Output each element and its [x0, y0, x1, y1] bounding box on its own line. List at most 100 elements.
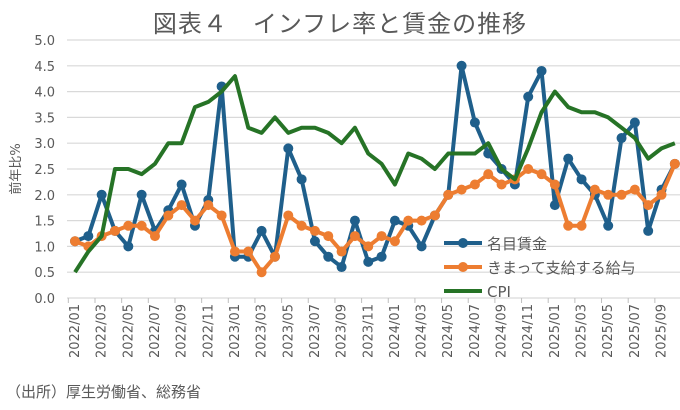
- data-point-1: [109, 225, 120, 236]
- data-point-1: [483, 169, 494, 180]
- x-tick-label: 2024/05: [441, 304, 456, 358]
- data-point-1: [403, 215, 414, 226]
- legend-label-2: CPI: [487, 283, 511, 301]
- data-point-0: [336, 262, 347, 273]
- y-tick-label: 4.5: [34, 60, 55, 75]
- data-point-1: [136, 220, 147, 231]
- data-point-0: [256, 225, 267, 236]
- x-tick-label: 2022/07: [148, 304, 163, 358]
- data-point-0: [469, 117, 480, 128]
- data-point-1: [376, 231, 387, 242]
- x-tick-label: 2023/01: [228, 304, 243, 358]
- x-tick-label: 2024/11: [521, 304, 536, 358]
- x-tick-label: 2025/07: [628, 304, 643, 358]
- legend-label-1: きまって支給する給与: [487, 259, 636, 277]
- x-tick-label: 2022/09: [175, 304, 190, 358]
- x-tick-label: 2025/03: [575, 304, 590, 358]
- data-point-0: [643, 225, 654, 236]
- data-point-0: [603, 220, 614, 231]
- x-tick-label: 2022/05: [121, 304, 136, 358]
- data-point-1: [523, 164, 534, 174]
- x-tick-label: 2022/11: [201, 304, 216, 358]
- x-tick-label: 2025/09: [655, 304, 670, 358]
- data-point-0: [296, 174, 307, 185]
- data-point-0: [549, 200, 560, 211]
- data-point-0: [123, 241, 134, 252]
- data-point-0: [563, 153, 574, 164]
- data-point-0: [323, 251, 334, 262]
- data-point-1: [576, 220, 587, 231]
- data-point-0: [376, 251, 387, 262]
- x-tick-label: 2023/05: [281, 304, 296, 358]
- legend-label-0: 名目賃金: [487, 235, 547, 253]
- data-point-1: [149, 231, 160, 242]
- data-point-1: [283, 210, 294, 221]
- source-note: （出所）厚生労働省、総務省: [6, 383, 202, 401]
- data-point-1: [363, 241, 374, 252]
- data-point-1: [123, 220, 134, 231]
- data-point-1: [669, 158, 680, 169]
- y-tick-label: 3.5: [34, 111, 55, 126]
- data-point-1: [603, 189, 614, 200]
- data-point-0: [176, 179, 187, 190]
- data-point-1: [163, 210, 174, 221]
- data-point-0: [576, 174, 587, 185]
- data-point-1: [416, 215, 427, 226]
- x-tick-label: 2024/01: [388, 304, 403, 358]
- data-point-1: [336, 246, 347, 257]
- x-tick-label: 2024/09: [495, 304, 510, 358]
- data-point-0: [363, 256, 374, 267]
- x-tick-label: 2023/11: [361, 304, 376, 358]
- legend-marker-1: [458, 262, 468, 272]
- y-tick-label: 1.0: [34, 240, 55, 255]
- data-point-1: [323, 231, 334, 242]
- data-point-0: [536, 65, 547, 76]
- data-point-1: [643, 200, 654, 211]
- data-point-1: [216, 210, 227, 221]
- x-tick-label: 2025/01: [548, 304, 563, 358]
- data-point-1: [616, 189, 627, 200]
- data-point-1: [70, 236, 80, 247]
- chart-title: 図表４ インフレ率と賃金の推移: [152, 10, 528, 38]
- y-axis-label: 前年比%: [8, 143, 24, 194]
- data-point-0: [616, 133, 627, 144]
- data-point-0: [309, 236, 320, 247]
- legend-marker-0: [458, 238, 468, 248]
- data-point-0: [349, 215, 360, 226]
- data-point-1: [629, 184, 640, 195]
- y-tick-label: 3.0: [34, 137, 55, 152]
- data-point-1: [203, 200, 214, 211]
- data-point-0: [456, 60, 467, 71]
- y-tick-label: 0.0: [34, 292, 55, 307]
- data-point-0: [283, 143, 294, 154]
- data-point-1: [189, 215, 200, 226]
- data-point-1: [549, 179, 560, 190]
- data-point-1: [349, 231, 360, 242]
- data-point-1: [309, 225, 320, 236]
- x-tick-label: 2022/01: [68, 304, 83, 358]
- x-tick-label: 2023/03: [255, 304, 270, 358]
- y-tick-label: 1.5: [34, 215, 55, 230]
- y-tick-label: 2.5: [34, 163, 55, 178]
- data-point-1: [456, 184, 467, 195]
- data-point-1: [656, 189, 667, 200]
- data-point-1: [389, 236, 400, 247]
- data-point-1: [563, 220, 574, 231]
- data-point-1: [176, 200, 187, 211]
- y-tick-label: 5.0: [34, 34, 55, 49]
- data-point-1: [269, 251, 280, 262]
- data-point-1: [243, 246, 254, 257]
- data-point-1: [536, 169, 547, 180]
- data-point-1: [429, 210, 440, 221]
- data-point-1: [469, 179, 480, 190]
- data-point-1: [296, 220, 307, 231]
- x-tick-label: 2023/09: [335, 304, 350, 358]
- x-tick-label: 2023/07: [308, 304, 323, 358]
- x-tick-label: 2022/03: [95, 304, 110, 358]
- y-tick-label: 2.0: [34, 189, 55, 204]
- data-point-1: [443, 189, 454, 200]
- data-point-0: [523, 91, 534, 102]
- data-point-0: [136, 189, 147, 200]
- x-tick-label: 2024/03: [415, 304, 430, 358]
